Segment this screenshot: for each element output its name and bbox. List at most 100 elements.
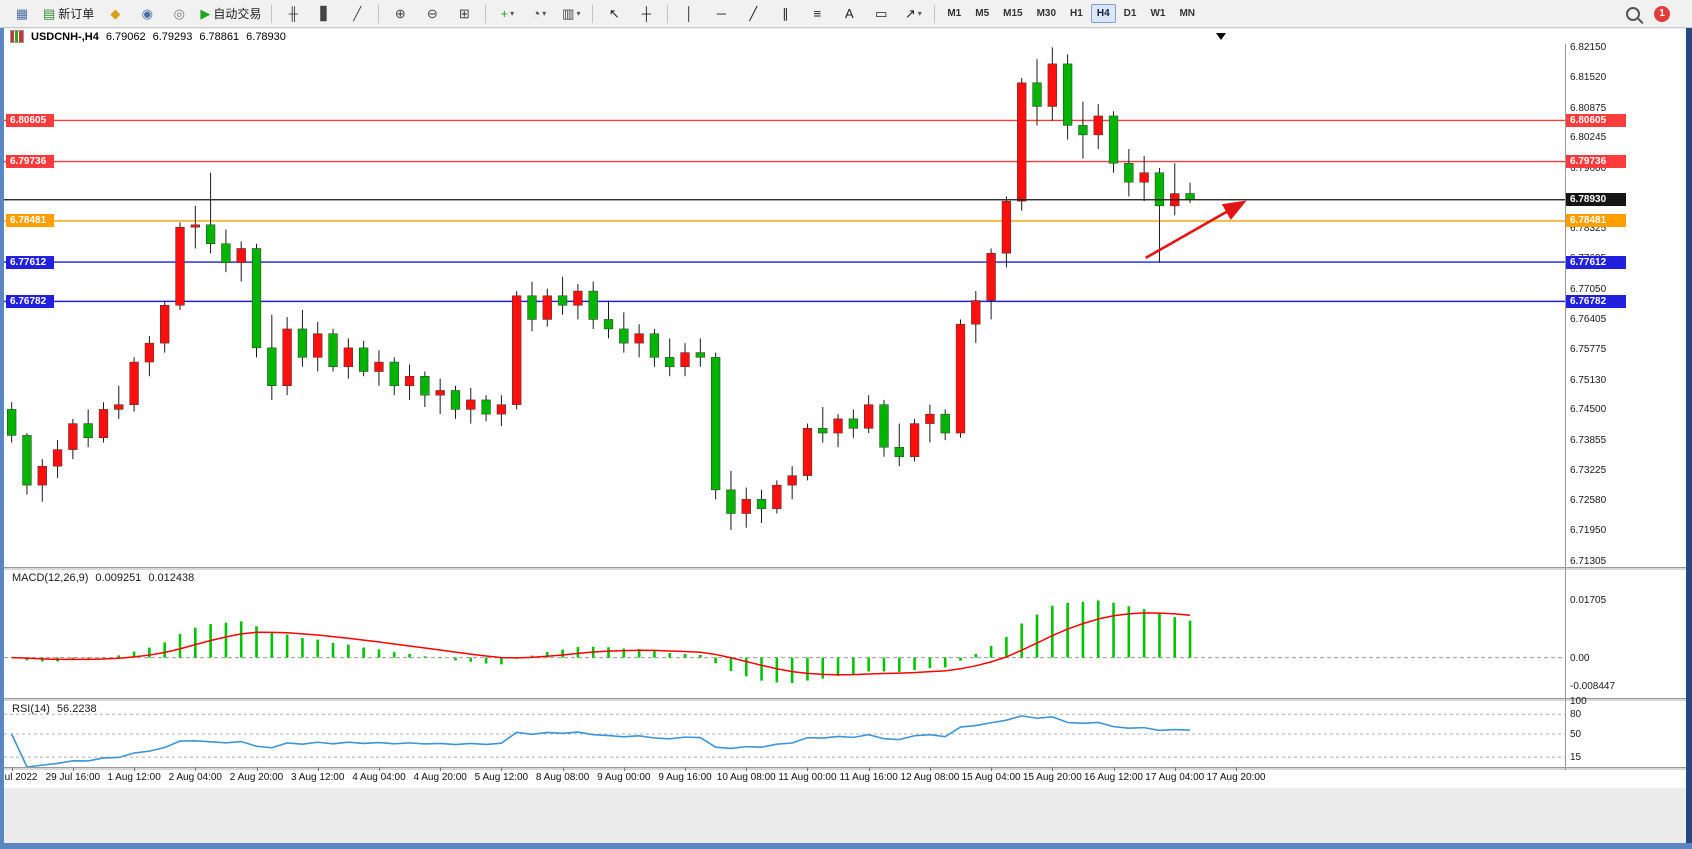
label-tool-button[interactable]: ▭ — [866, 2, 896, 26]
horizontal-line-tool-button[interactable]: ─ — [706, 2, 736, 26]
candle-down — [83, 423, 93, 439]
search-icon[interactable] — [1626, 6, 1640, 21]
chart-close-value: 6.78930 — [246, 30, 286, 43]
trend-arrow-annotation[interactable] — [1145, 200, 1247, 260]
rsi-panel-canvas[interactable] — [4, 701, 1565, 767]
time-axis-label: 15 Aug 20:00 — [1022, 772, 1082, 783]
arrows-tool-dropdown-icon[interactable]: ▾ — [917, 9, 922, 18]
candle-down — [389, 361, 399, 386]
panel-divider[interactable] — [4, 767, 1686, 770]
indicators-list-button[interactable]: + ▾ — [492, 2, 522, 26]
timeframe-m1-button[interactable]: M1 — [947, 8, 962, 19]
candle-up — [114, 404, 124, 410]
main-toolbar: ▦ ▤ 新订单 ◆ ◉ ◎ ▶ 自动交易 ╫ ▋ ╱ ⊕ ⊖ ⊞ + ▾ ◔ ▾ ▥ ▾ ↖ ┼ │ ─ ╱ ∥ ≡ A ▭ ↗ ▾ M1 M… — [0, 0, 1692, 28]
chart-symbol-period: USDCNH-,H4 — [31, 30, 99, 43]
time-axis-tick — [991, 767, 993, 771]
time-axis-label: 16 Aug 12:00 — [1084, 772, 1143, 783]
vertical-line-tool-icon: │ — [685, 6, 694, 21]
trendline-tool-button[interactable]: ╱ — [738, 2, 768, 26]
window-border-right — [1686, 0, 1692, 849]
periods-button[interactable]: ◔ ▾ — [524, 2, 554, 26]
history-center-button[interactable]: ◎ — [164, 2, 194, 26]
candle-up — [864, 404, 874, 429]
time-axis-label: 12 Aug 08:00 — [900, 772, 960, 783]
indicators-list-dropdown-icon[interactable]: ▾ — [510, 9, 515, 18]
timeframe-w1-button[interactable]: W1 — [1150, 8, 1166, 19]
toolbar-right-area: 1 — [1626, 5, 1686, 22]
rsi-line — [10, 715, 1191, 767]
vertical-line-tool-button[interactable]: │ — [674, 2, 704, 26]
candle-up — [282, 328, 292, 386]
timeframe-h4-button[interactable]: H4 — [1090, 4, 1116, 23]
templates-dropdown-icon[interactable]: ▾ — [576, 9, 581, 18]
new-order-button[interactable]: ▤ 新订单 — [39, 2, 98, 26]
price-tag-left-6.77612: 6.77612 — [6, 255, 54, 269]
candle-down — [879, 404, 889, 448]
text-tool-button[interactable]: A — [834, 2, 864, 26]
rsi-axis-label: 100 — [1570, 696, 1587, 707]
arrows-tool-button[interactable]: ↗ ▾ — [898, 2, 928, 26]
crosshair-button[interactable]: ┼ — [631, 2, 661, 26]
crosshair-icon: ┼ — [641, 6, 651, 21]
periods-dropdown-icon[interactable]: ▾ — [542, 9, 547, 18]
tile-windows-button[interactable]: ⊞ — [449, 2, 479, 26]
candle-down — [665, 357, 675, 368]
zoom-in-button[interactable]: ⊕ — [385, 2, 415, 26]
new-order-label: 新订单 — [58, 7, 95, 21]
new-chart-button[interactable]: ▦ — [7, 2, 37, 26]
timeframe-h1-button[interactable]: H1 — [1070, 8, 1083, 19]
timeframe-m5-button[interactable]: M5 — [975, 8, 990, 19]
panel-divider[interactable] — [4, 698, 1686, 701]
autotrading-button[interactable]: ▶ 自动交易 — [196, 2, 265, 26]
timeframe-mn-button[interactable]: MN — [1179, 8, 1195, 19]
time-axis-tick — [134, 767, 136, 771]
timeframe-m15-button[interactable]: M15 — [1003, 8, 1023, 19]
time-axis-tick — [195, 767, 197, 771]
rsi-axis-label: 50 — [1570, 729, 1582, 740]
notification-badge[interactable]: 1 — [1654, 5, 1670, 22]
time-axis-tick — [562, 767, 564, 771]
time-axis-tick — [685, 767, 687, 771]
time-axis-tick — [501, 767, 503, 771]
time-axis-label: 17 Aug 04:00 — [1145, 772, 1205, 783]
market-watch-button[interactable]: ◉ — [132, 2, 162, 26]
candlestick-mode-button[interactable]: ▋ — [310, 2, 340, 26]
bar-chart-mode-button[interactable]: ╫ — [278, 2, 308, 26]
line-chart-mode-button[interactable]: ╱ — [342, 2, 372, 26]
candle-up — [496, 404, 507, 415]
candle-up — [1139, 172, 1149, 183]
candle-up — [512, 295, 522, 405]
time-axis-tick — [1052, 767, 1054, 771]
metaeditor-button[interactable]: ◆ — [100, 2, 130, 26]
macd-panel-canvas[interactable] — [4, 570, 1565, 698]
cursor-button[interactable]: ↖ — [599, 2, 629, 26]
time-axis-label: 4 Aug 20:00 — [413, 772, 467, 783]
history-center-icon: ◎ — [173, 5, 185, 21]
time-axis-tick — [440, 767, 442, 771]
price-tag-right-6.79736: 6.79736 — [1566, 155, 1626, 169]
candle-down — [251, 248, 262, 349]
candle-up — [955, 323, 966, 434]
timeframe-m30-button[interactable]: M30 — [1036, 8, 1057, 19]
candle-down — [358, 347, 369, 372]
candle-up — [802, 428, 813, 476]
time-axis-label: 9 Aug 00:00 — [597, 772, 651, 783]
zoom-out-button[interactable]: ⊖ — [417, 2, 447, 26]
window-border-bottom — [0, 843, 1692, 849]
candle-down — [1108, 115, 1119, 164]
timeframe-d1-button[interactable]: D1 — [1123, 8, 1137, 19]
candle-up — [52, 449, 63, 467]
panel-divider[interactable] — [4, 567, 1686, 570]
main-chart-canvas[interactable] — [4, 44, 1565, 567]
candle-up — [68, 423, 78, 450]
cursor-icon: ↖ — [608, 5, 620, 21]
channel-tool-button[interactable]: ∥ — [770, 2, 800, 26]
time-axis-tick — [72, 767, 74, 771]
time-axis-label: 5 Aug 12:00 — [474, 772, 529, 783]
candle-up — [175, 226, 185, 306]
chart-shift-marker[interactable] — [1216, 33, 1226, 40]
fibonacci-tool-button[interactable]: ≡ — [802, 2, 832, 26]
price-axis-label: 6.78325 — [1570, 223, 1607, 235]
templates-button[interactable]: ▥ ▾ — [556, 2, 586, 26]
line-chart-mode-icon: ╱ — [353, 5, 362, 21]
